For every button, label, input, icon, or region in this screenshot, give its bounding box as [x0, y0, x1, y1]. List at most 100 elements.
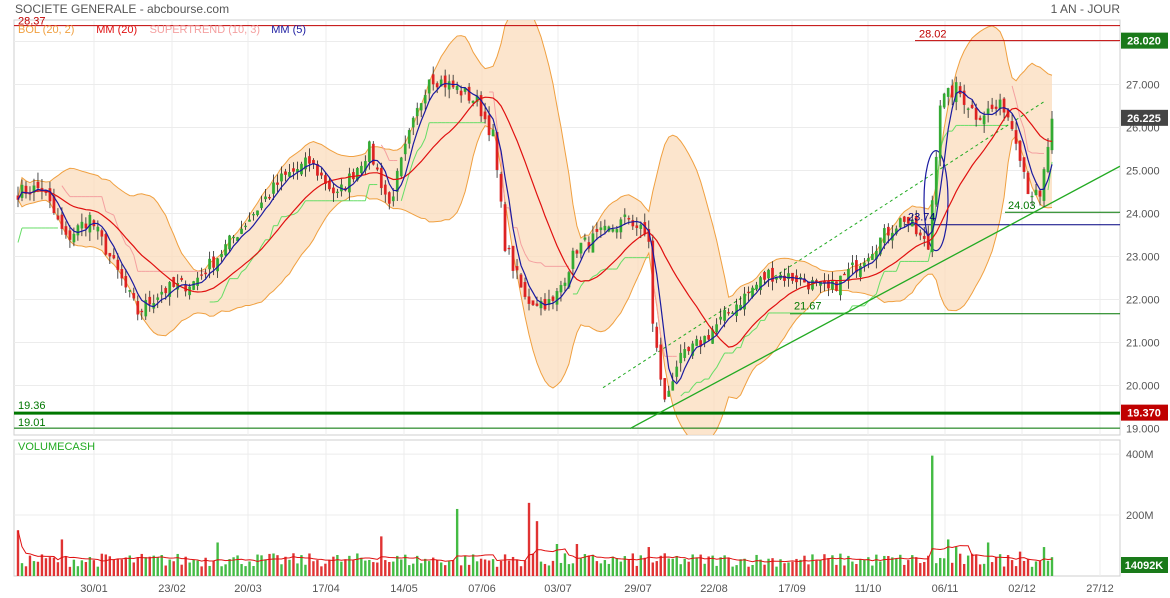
- volume-bar: [112, 559, 116, 576]
- volume-bar: [400, 559, 403, 576]
- supertrend-segment: [720, 352, 726, 361]
- volume-bar: [144, 557, 147, 576]
- supertrend-segment: [616, 262, 622, 270]
- candle-body: [675, 366, 679, 377]
- candle-body: [359, 165, 363, 174]
- candle-body: [946, 87, 950, 97]
- level-label: 23.74: [908, 212, 936, 224]
- candle-body: [667, 390, 671, 397]
- volume-bar: [184, 556, 187, 576]
- volume-bar: [627, 559, 631, 576]
- chart-title: SOCIETE GENERALE - abcbourse.com: [15, 2, 230, 16]
- volume-bar: [156, 557, 159, 576]
- volume-bar: [92, 560, 96, 576]
- candle-body: [978, 117, 982, 120]
- price-badge-label: 26.225: [1127, 113, 1161, 125]
- candle-body: [284, 171, 287, 175]
- volume-badge: [1121, 557, 1168, 573]
- supertrend-segment: [65, 191, 71, 197]
- candle-body: [148, 296, 152, 305]
- candle-body: [583, 237, 587, 240]
- volume-bar: [160, 555, 163, 576]
- supertrend-segment: [412, 150, 418, 162]
- supertrend-segment: [105, 211, 111, 214]
- volume-bar: [523, 560, 527, 576]
- candle-body: [934, 156, 938, 205]
- volume-bar: [675, 555, 678, 576]
- supertrend-segment: [404, 173, 410, 188]
- y-tick-label: 20.000: [1126, 381, 1160, 393]
- supertrend-segment: [879, 271, 885, 281]
- candle-body: [1030, 195, 1034, 198]
- volume-bar: [104, 554, 108, 576]
- candle-body: [707, 335, 711, 340]
- volume-bar: [376, 562, 379, 576]
- candle-body: [200, 274, 203, 276]
- volume-bar: [927, 555, 930, 576]
- candle-body: [232, 236, 235, 239]
- volume-bar: [212, 560, 215, 576]
- candle-body: [64, 226, 68, 235]
- volume-bar: [607, 563, 611, 576]
- price-badge-label: 19.370: [1127, 408, 1161, 420]
- volume-bar: [950, 562, 954, 576]
- supertrend-segment: [872, 293, 877, 298]
- candle-body: [80, 221, 84, 229]
- price-badge: [1121, 32, 1168, 49]
- candle-body: [627, 217, 631, 220]
- candle-body: [691, 343, 695, 356]
- volume-bar: [435, 559, 439, 576]
- volume-bar: [559, 562, 563, 576]
- volume-bar: [368, 560, 371, 576]
- candle-body: [835, 281, 838, 291]
- volume-bar: [224, 564, 227, 576]
- candle-body: [715, 324, 718, 333]
- candle-body: [695, 339, 699, 346]
- volume-bar: [28, 555, 32, 576]
- x-tick-label: 14/05: [390, 583, 418, 595]
- volume-bar: [208, 565, 211, 576]
- volume-bar: [903, 564, 906, 576]
- volume-bar: [943, 558, 946, 576]
- volume-bar: [148, 556, 151, 576]
- volume-bar: [615, 558, 619, 576]
- x-tick-label: 02/12: [1008, 583, 1036, 595]
- supertrend-segment: [600, 268, 606, 272]
- volume-bar: [272, 553, 275, 576]
- volume-bar: [483, 559, 487, 576]
- volume-bar: [416, 555, 419, 576]
- volume-bar: [408, 565, 411, 576]
- volume-bar: [120, 559, 123, 576]
- volume-bar: [643, 557, 646, 576]
- volume-bar: [827, 558, 830, 576]
- candle-body: [966, 108, 970, 110]
- volume-bar: [424, 558, 427, 576]
- candle-body: [216, 258, 219, 272]
- volume-bar: [356, 553, 359, 576]
- volume-bar: [428, 561, 431, 576]
- candle-body: [527, 296, 531, 304]
- candle-body: [224, 244, 227, 256]
- volume-bar: [831, 555, 834, 576]
- candle-body: [499, 173, 503, 202]
- candle-body: [24, 185, 28, 194]
- volume-bar: [767, 558, 770, 576]
- candle-body: [192, 281, 196, 290]
- volume-bar: [228, 559, 231, 576]
- volume-bar: [990, 562, 994, 576]
- period-label[interactable]: 1 AN - JOUR: [1050, 2, 1120, 16]
- candle-body: [759, 277, 762, 291]
- candle-body: [84, 223, 88, 229]
- supertrend-segment: [301, 200, 306, 208]
- volume-bar: [867, 557, 870, 576]
- candle-body: [954, 82, 958, 103]
- volume-bar: [296, 563, 299, 576]
- volume-bar: [284, 556, 287, 576]
- volume-bar: [479, 558, 483, 576]
- volume-bar: [280, 564, 283, 576]
- candle-body: [100, 230, 104, 237]
- candle-body: [851, 262, 854, 266]
- volume-bar: [72, 559, 76, 576]
- y-tick-label: 27.000: [1126, 80, 1160, 92]
- candle-body: [427, 79, 431, 94]
